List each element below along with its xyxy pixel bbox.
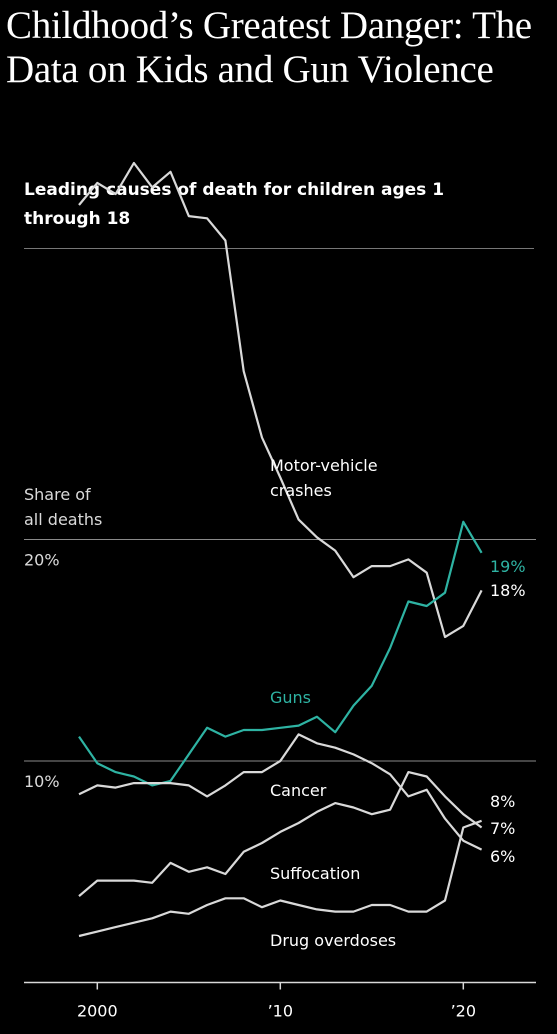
x-tick-label-1: ’10 — [268, 1002, 293, 1021]
series-line-0 — [78, 161, 483, 639]
series-label-3: Suffocation — [270, 864, 360, 883]
end-label-0: 18% — [490, 581, 526, 600]
label-layer: 2000 ’10 ’20 10% 20% Share of all deaths Motor-… — [24, 456, 526, 1021]
series-label-2: Cancer — [270, 781, 327, 800]
y-tick-label-0: 10% — [24, 772, 60, 791]
series-line-1 — [78, 520, 483, 787]
end-label-4: 7% — [490, 819, 515, 838]
title-divider — [24, 248, 534, 249]
y-axis-label: Share of all deaths — [24, 485, 102, 529]
series-label-4: Drug overdoses — [270, 931, 396, 950]
x-tick-label-0: 2000 — [77, 1002, 118, 1021]
end-label-2: 8% — [490, 792, 515, 811]
series-label-1: Guns — [270, 688, 311, 707]
end-label-3: 6% — [490, 847, 515, 866]
end-label-1: 19% — [490, 557, 526, 576]
y-tick-label-1: 20% — [24, 551, 60, 570]
series-label-0: Motor-vehicle crashes — [270, 456, 378, 500]
x-tick-label-2: ’20 — [451, 1002, 476, 1021]
series-layer — [78, 161, 483, 938]
chart-title: Leading causes of death for children age… — [24, 180, 445, 229]
headline: Childhood’s Greatest Danger: The Data on… — [6, 4, 532, 91]
series-line-3 — [78, 770, 483, 897]
series-line-4 — [78, 819, 482, 938]
